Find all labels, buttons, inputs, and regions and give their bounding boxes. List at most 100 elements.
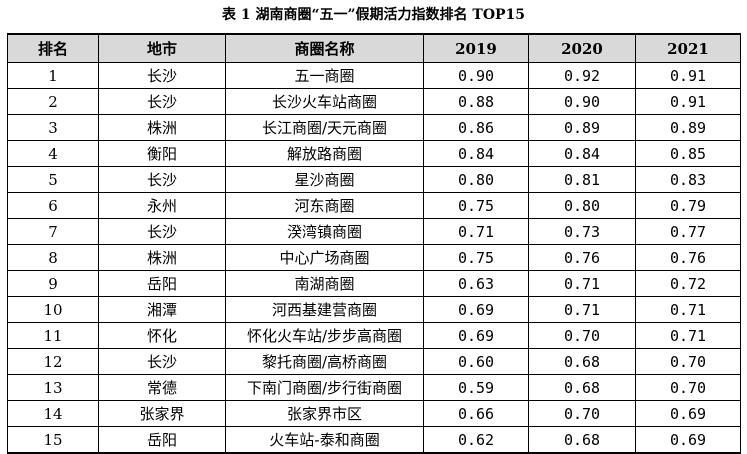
cell-2020: 0.81 [528,166,636,193]
cell-2020: 0.68 [528,348,636,375]
table-row: 12 长沙 黎托商圈/高桥商圈 0.60 0.68 0.70 [7,348,741,375]
ranking-table: 排名 地市 商圈名称 2019 2020 2021 1 长沙 五一商圈 0.90 0.9… [7,33,741,454]
cell-city: 长沙 [98,62,226,89]
cell-area: 中心广场商圈 [225,244,424,271]
cell-2020: 0.70 [528,400,636,427]
cell-area: 怀化火车站/步步高商圈 [225,322,424,349]
cell-city: 常德 [98,374,226,401]
cell-2021: 0.91 [635,88,741,115]
cell-2019: 0.63 [423,270,529,297]
cell-2019: 0.75 [423,244,529,271]
cell-2021: 0.72 [635,270,741,297]
table-row: 13 常德 下南门商圈/步行街商圈 0.59 0.68 0.70 [7,374,741,401]
cell-rank: 6 [7,192,99,219]
header-2020: 2020 [528,33,636,63]
cell-2019: 0.90 [423,62,529,89]
cell-rank: 4 [7,140,99,167]
cell-2019: 0.84 [423,140,529,167]
cell-rank: 5 [7,166,99,193]
cell-city: 张家界 [98,400,226,427]
cell-area: 长沙火车站商圈 [225,88,424,115]
table-row: 2 长沙 长沙火车站商圈 0.88 0.90 0.91 [7,88,741,115]
cell-area: 解放路商圈 [225,140,424,167]
cell-2020: 0.90 [528,88,636,115]
cell-area: 南湖商圈 [225,270,424,297]
cell-area: 长江商圈/天元商圈 [225,114,424,141]
cell-2019: 0.62 [423,426,529,454]
cell-city: 株洲 [98,244,226,271]
table-row: 3 株洲 长江商圈/天元商圈 0.86 0.89 0.89 [7,114,741,141]
cell-2021: 0.89 [635,114,741,141]
table-row: 7 长沙 湀湾镇商圈 0.71 0.73 0.77 [7,218,741,245]
cell-area: 星沙商圈 [225,166,424,193]
cell-rank: 12 [7,348,99,375]
cell-city: 怀化 [98,322,226,349]
cell-rank: 10 [7,296,99,323]
cell-2019: 0.86 [423,114,529,141]
cell-2021: 0.76 [635,244,741,271]
cell-2020: 0.73 [528,218,636,245]
cell-rank: 3 [7,114,99,141]
cell-city: 长沙 [98,218,226,245]
header-area: 商圈名称 [225,33,424,63]
cell-2020: 0.68 [528,374,636,401]
table-row: 15 岳阳 火车站-泰和商圈 0.62 0.68 0.69 [7,426,741,454]
cell-rank: 8 [7,244,99,271]
cell-city: 长沙 [98,88,226,115]
cell-city: 岳阳 [98,270,226,297]
cell-2021: 0.85 [635,140,741,167]
cell-2020: 0.84 [528,140,636,167]
cell-area: 火车站-泰和商圈 [225,426,424,454]
cell-2019: 0.59 [423,374,529,401]
cell-2020: 0.71 [528,270,636,297]
header-2019: 2019 [423,33,529,63]
cell-2021: 0.71 [635,296,741,323]
cell-2020: 0.71 [528,296,636,323]
cell-2021: 0.77 [635,218,741,245]
cell-city: 岳阳 [98,426,226,454]
cell-rank: 15 [7,426,99,454]
table-body: 1 长沙 五一商圈 0.90 0.92 0.91 2 长沙 长沙火车站商圈 0.88 0.90 0.9… [7,62,741,454]
cell-2021: 0.71 [635,322,741,349]
table-row: 4 衡阳 解放路商圈 0.84 0.84 0.85 [7,140,741,167]
cell-city: 长沙 [98,348,226,375]
cell-rank: 11 [7,322,99,349]
cell-2019: 0.80 [423,166,529,193]
cell-2019: 0.71 [423,218,529,245]
cell-2021: 0.70 [635,348,741,375]
cell-rank: 2 [7,88,99,115]
cell-city: 株洲 [98,114,226,141]
cell-city: 衡阳 [98,140,226,167]
header-rank: 排名 [7,33,99,63]
cell-2019: 0.66 [423,400,529,427]
cell-rank: 1 [7,62,99,89]
cell-2021: 0.83 [635,166,741,193]
cell-2019: 0.88 [423,88,529,115]
table-row: 8 株洲 中心广场商圈 0.75 0.76 0.76 [7,244,741,271]
table-row: 14 张家界 张家界市区 0.66 0.70 0.69 [7,400,741,427]
cell-2019: 0.69 [423,322,529,349]
cell-2019: 0.60 [423,348,529,375]
cell-city: 湘潭 [98,296,226,323]
cell-area: 张家界市区 [225,400,424,427]
header-2021: 2021 [635,33,741,63]
cell-area: 河东商圈 [225,192,424,219]
cell-2020: 0.70 [528,322,636,349]
cell-2019: 0.69 [423,296,529,323]
cell-2021: 0.69 [635,400,741,427]
cell-rank: 7 [7,218,99,245]
cell-2019: 0.75 [423,192,529,219]
header-city: 地市 [98,33,226,63]
cell-rank: 9 [7,270,99,297]
table-row: 9 岳阳 南湖商圈 0.63 0.71 0.72 [7,270,741,297]
cell-area: 湀湾镇商圈 [225,218,424,245]
cell-2020: 0.76 [528,244,636,271]
cell-city: 长沙 [98,166,226,193]
table-row: 10 湘潭 河西基建营商圈 0.69 0.71 0.71 [7,296,741,323]
cell-area: 下南门商圈/步行街商圈 [225,374,424,401]
cell-2020: 0.80 [528,192,636,219]
cell-area: 河西基建营商圈 [225,296,424,323]
cell-2020: 0.68 [528,426,636,454]
cell-2021: 0.91 [635,62,741,89]
table-header-row: 排名 地市 商圈名称 2019 2020 2021 [7,33,741,63]
